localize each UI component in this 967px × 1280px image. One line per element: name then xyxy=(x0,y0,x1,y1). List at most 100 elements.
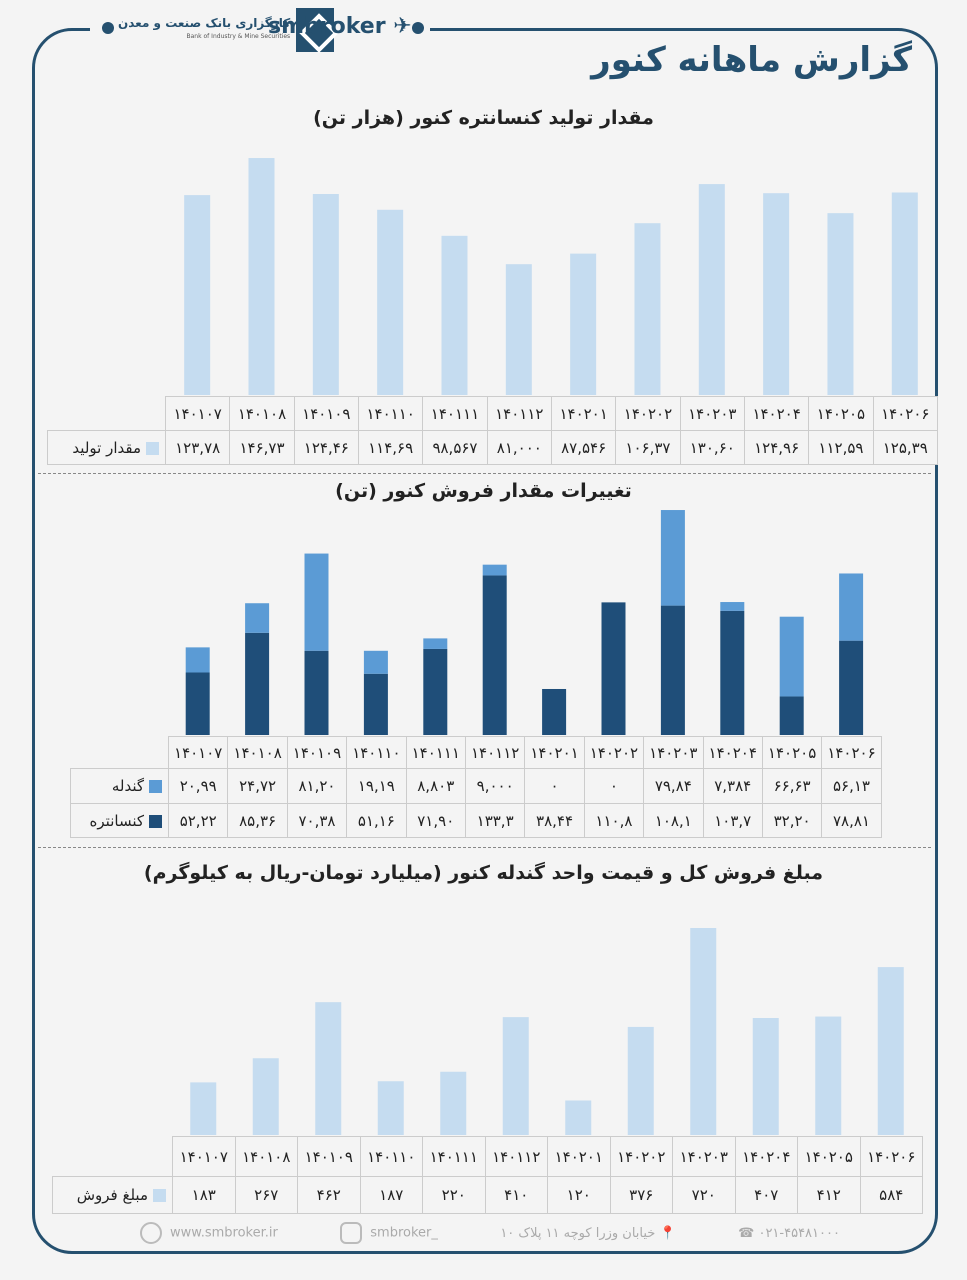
series-name: گندله xyxy=(111,777,144,795)
month-header: ۱۴۰۱۰۷ xyxy=(172,1136,236,1177)
value-cell: ۸۵,۳۶ xyxy=(227,803,288,838)
value-cell: ۸۷,۵۴۶ xyxy=(550,430,617,465)
bar-1-0-11 xyxy=(839,573,864,641)
bar-1-0-9 xyxy=(720,602,745,611)
month-header: ۱۴۰۲۰۲ xyxy=(615,396,681,431)
divider xyxy=(38,847,931,848)
logo-text: کارگزاری بانک صنعت و معدن xyxy=(118,16,291,30)
bar-0-0-2 xyxy=(312,193,339,395)
bar-2-0-6 xyxy=(565,1100,592,1135)
legend-0: گندله xyxy=(70,768,169,804)
value-cell: ۴۱۰ xyxy=(484,1176,548,1214)
bar-2-0-5 xyxy=(502,1017,529,1135)
bar-0-0-10 xyxy=(827,213,854,395)
bar-2-0-10 xyxy=(815,1016,842,1135)
month-header: ۱۴۰۱۱۰ xyxy=(346,736,407,769)
legend-0: مبلغ فروش xyxy=(52,1176,173,1214)
value-cell: ۷۱,۹۰ xyxy=(405,803,466,838)
bar-1-0-0 xyxy=(185,647,210,673)
bar-2-0-4 xyxy=(440,1071,467,1135)
divider xyxy=(38,473,931,474)
value-cell: ۱۰۶,۳۷ xyxy=(615,430,681,465)
page-title: گزارش ماهانه کنور xyxy=(591,40,912,80)
value-cell: ۲۶۷ xyxy=(234,1176,298,1214)
address: خیابان وزرا کوچه ۱۱ پلاک ۱۰ xyxy=(500,1225,656,1241)
legend-swatch xyxy=(149,780,162,793)
month-header: ۱۴۰۲۰۱ xyxy=(547,1136,611,1177)
bar-1-1-9 xyxy=(720,610,745,735)
value-cell: ۷۲۰ xyxy=(672,1176,736,1214)
bar-2-0-8 xyxy=(690,928,717,1135)
month-header: ۱۴۰۲۰۲ xyxy=(609,1136,673,1177)
bar-0-0-1 xyxy=(248,158,275,395)
value-cell: ۱۱۲,۵۹ xyxy=(808,430,874,465)
instagram-handle[interactable]: smbroker_ xyxy=(370,1225,438,1241)
bar-1-0-8 xyxy=(660,510,685,606)
bar-0-0-5 xyxy=(505,264,532,395)
month-header: ۱۴۰۱۱۰ xyxy=(359,1136,423,1177)
bar-1-1-1 xyxy=(245,632,270,735)
value-cell: ۱۸۳ xyxy=(172,1176,236,1214)
globe-icon xyxy=(140,1222,162,1244)
legend-1: کنسانتره xyxy=(70,803,169,838)
data-table-1: ۱۴۰۱۰۷ ۱۴۰۱۰۸ ۱۴۰۱۰۹ ۱۴۰۱۱۰ ۱۴۰۱۱۱ ۱۴۰۱۱۲ ۱۴۰۲… xyxy=(47,396,938,465)
value-cell: ۱۰۳,۷ xyxy=(702,803,763,838)
bar-0-0-11 xyxy=(891,192,918,395)
bar-0-0-0 xyxy=(184,195,211,395)
bar-1-0-5 xyxy=(482,564,507,576)
bar-1-0-3 xyxy=(363,650,388,674)
bar-2-0-3 xyxy=(377,1081,404,1135)
value-cell: ۰ xyxy=(583,768,645,804)
month-header: ۱۴۰۱۰۸ xyxy=(229,396,295,431)
month-header: ۱۴۰۲۰۱ xyxy=(550,396,617,431)
legend-swatch xyxy=(153,1189,166,1202)
month-header: ۱۴۰۱۱۲ xyxy=(464,736,526,769)
month-header: ۱۴۰۲۰۶ xyxy=(872,396,938,431)
value-cell: ۴۱۲ xyxy=(797,1176,861,1214)
month-header: ۱۴۰۲۰۶ xyxy=(859,1136,923,1177)
series-name: مبلغ فروش xyxy=(76,1186,148,1204)
value-cell: ۲۲۰ xyxy=(422,1176,486,1214)
value-cell: ۷۰,۳۸ xyxy=(286,803,348,838)
month-header: ۱۴۰۲۰۳ xyxy=(672,1136,736,1177)
bar-1-1-11 xyxy=(839,640,864,735)
value-cell: ۷,۳۸۴ xyxy=(702,768,763,804)
value-cell: ۸۱,۰۰۰ xyxy=(486,430,552,465)
bar-0-0-4 xyxy=(441,235,468,395)
month-header: ۱۴۰۲۰۳ xyxy=(643,736,704,769)
month-header: ۱۴۰۱۰۹ xyxy=(293,396,359,431)
month-header: ۱۴۰۱۰۸ xyxy=(234,1136,298,1177)
month-header: ۱۴۰۱۱۱ xyxy=(422,396,488,431)
report-frame xyxy=(32,28,938,1254)
value-cell: ۸,۸۰۳ xyxy=(405,768,466,804)
value-cell: ۱۲۴,۹۶ xyxy=(743,430,810,465)
value-cell: ۱۳۰,۶۰ xyxy=(679,430,745,465)
legend-swatch xyxy=(146,441,159,455)
value-cell: ۱۲۴,۴۶ xyxy=(293,430,359,465)
month-header: ۱۴۰۲۰۱ xyxy=(524,736,585,769)
month-header: ۱۴۰۲۰۴ xyxy=(734,1136,798,1177)
month-header: ۱۴۰۱۱۲ xyxy=(484,1136,548,1177)
bar-2-0-9 xyxy=(752,1017,779,1135)
data-table-2: ۱۴۰۱۰۷ ۱۴۰۱۰۸ ۱۴۰۱۰۹ ۱۴۰۱۱۰ ۱۴۰۱۱۱ ۱۴۰۱۱۲ ۱۴۰۲… xyxy=(70,736,882,838)
month-header: ۱۴۰۲۰۵ xyxy=(797,1136,861,1177)
bar-1-0-4 xyxy=(423,638,448,649)
line-dot xyxy=(102,22,114,34)
bar-1-1-4 xyxy=(423,648,448,735)
bar-2-0-1 xyxy=(252,1058,279,1135)
website-link[interactable]: www.smbroker.ir xyxy=(170,1225,278,1241)
bar-2-0-0 xyxy=(190,1082,217,1135)
value-cell: ۵۲,۲۲ xyxy=(167,803,229,838)
month-header: ۱۴۰۱۰۸ xyxy=(227,736,288,769)
chart1-title: مقدار تولید کنسانتره کنور (هزار تن) xyxy=(313,107,654,129)
value-cell: ۵۸۴ xyxy=(859,1176,923,1214)
value-cell: ۱۱۴,۶۹ xyxy=(357,430,424,465)
month-header: ۱۴۰۱۰۷ xyxy=(167,736,229,769)
bar-1-1-0 xyxy=(185,672,210,735)
month-header: ۱۴۰۲۰۳ xyxy=(679,396,745,431)
bar-0-0-8 xyxy=(698,184,725,395)
value-cell: ۰ xyxy=(524,768,585,804)
bar-1-1-8 xyxy=(660,605,685,735)
value-cell: ۲۴,۷۲ xyxy=(227,768,288,804)
